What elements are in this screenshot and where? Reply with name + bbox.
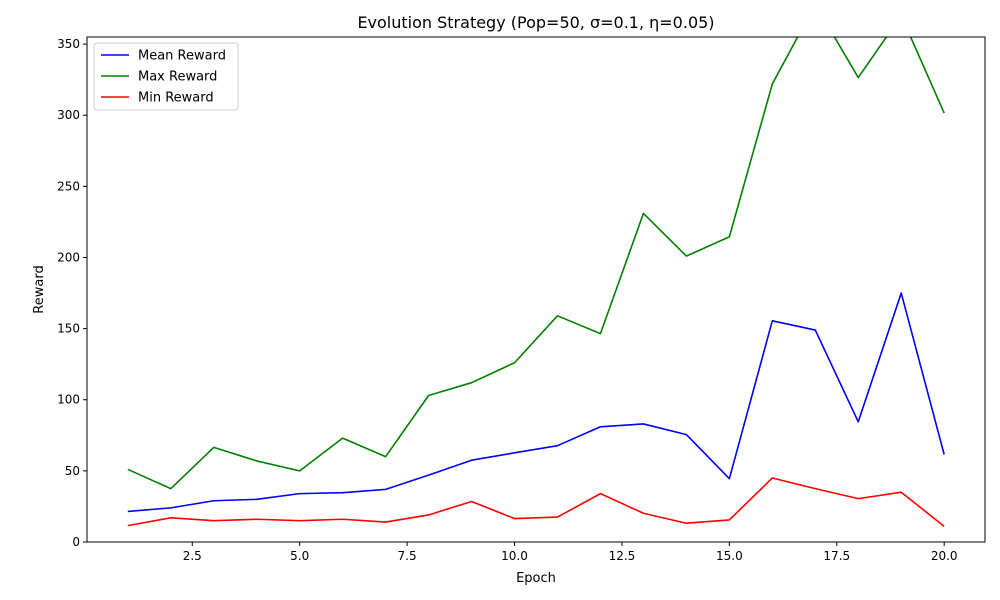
plot-frame: [86, 36, 986, 543]
y-tick-label: 250: [57, 179, 80, 193]
series-line-min-reward: [127, 477, 945, 527]
x-tick-label: 10.0: [501, 549, 528, 563]
legend: Mean Reward Max Reward Min Reward: [93, 42, 239, 111]
legend-label-min-reward: Min Reward: [138, 91, 214, 106]
y-tick-label: 0: [72, 535, 80, 549]
x-tick-label: 5.0: [290, 549, 309, 563]
series-lines: [127, 37, 945, 527]
legend-label-max-reward: Max Reward: [138, 70, 217, 85]
y-tick-label: 200: [57, 250, 80, 264]
x-tick-label: 20.0: [931, 549, 958, 563]
legend-label-mean-reward: Mean Reward: [138, 49, 226, 64]
x-tick-label: 17.5: [823, 549, 850, 563]
y-axis-label: Reward: [32, 265, 47, 313]
y-tick-label: 350: [57, 37, 80, 51]
series-line-max-reward: [127, 37, 945, 490]
x-axis-label: Epoch: [516, 571, 556, 586]
y-tick-label: 50: [65, 464, 80, 478]
x-tick-label: 2.5: [183, 549, 202, 563]
series-line-mean-reward: [127, 292, 945, 513]
y-axis: 0 50 100 150 200 250 300 350: [57, 37, 87, 549]
y-tick-label: 100: [57, 393, 80, 407]
x-tick-label: 7.5: [398, 549, 417, 563]
y-tick-label: 150: [57, 322, 80, 336]
x-axis: 2.5 5.0 7.5 10.0 12.5 15.0 17.5 20.0: [183, 542, 958, 563]
x-tick-label: 12.5: [609, 549, 636, 563]
x-tick-label: 15.0: [716, 549, 743, 563]
chart-title: Evolution Strategy (Pop=50, σ=0.1, η=0.0…: [357, 13, 714, 32]
y-tick-label: 300: [57, 108, 80, 122]
legend-box: [93, 42, 239, 111]
